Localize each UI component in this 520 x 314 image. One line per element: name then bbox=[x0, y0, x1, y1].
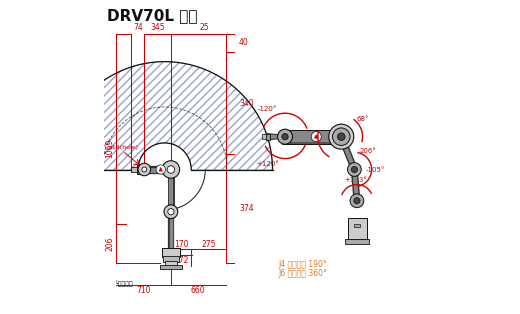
Bar bbox=[162, 248, 180, 257]
Circle shape bbox=[167, 166, 175, 173]
Text: 660: 660 bbox=[191, 286, 205, 295]
Text: 172: 172 bbox=[174, 256, 189, 265]
Text: 710: 710 bbox=[136, 286, 151, 295]
Circle shape bbox=[329, 124, 354, 149]
Polygon shape bbox=[159, 167, 163, 171]
Bar bbox=[160, 265, 182, 269]
Text: 74: 74 bbox=[133, 23, 142, 32]
Text: 40: 40 bbox=[239, 38, 249, 47]
Bar bbox=[282, 131, 344, 142]
Text: J6 旋转角度 360°: J6 旋转角度 360° bbox=[279, 269, 328, 278]
Polygon shape bbox=[314, 134, 319, 138]
Circle shape bbox=[162, 161, 179, 178]
Text: └工作区间: └工作区间 bbox=[114, 280, 134, 287]
Text: 206: 206 bbox=[106, 236, 114, 251]
Text: 1069: 1069 bbox=[106, 139, 114, 158]
Circle shape bbox=[156, 165, 165, 174]
Bar bbox=[163, 256, 179, 262]
Circle shape bbox=[311, 132, 321, 142]
Bar bbox=[262, 134, 266, 139]
Text: 68°: 68° bbox=[356, 116, 369, 122]
Polygon shape bbox=[266, 133, 282, 140]
Text: +133°: +133° bbox=[344, 177, 367, 183]
Bar bbox=[354, 224, 360, 227]
Bar bbox=[266, 133, 270, 140]
Text: 170: 170 bbox=[174, 240, 188, 249]
Bar bbox=[282, 130, 344, 143]
Circle shape bbox=[282, 133, 288, 140]
Circle shape bbox=[278, 129, 293, 144]
Text: -120°: -120° bbox=[258, 106, 278, 112]
Bar bbox=[345, 239, 369, 244]
Text: 345: 345 bbox=[150, 23, 165, 32]
Text: +120°: +120° bbox=[256, 161, 279, 167]
Text: 340: 340 bbox=[239, 99, 254, 108]
Circle shape bbox=[142, 167, 147, 172]
Text: ø14(hole): ø14(hole) bbox=[108, 145, 138, 150]
Text: 374: 374 bbox=[239, 204, 254, 213]
Bar bbox=[347, 218, 367, 239]
Text: -105°: -105° bbox=[366, 166, 385, 172]
Circle shape bbox=[138, 163, 151, 176]
Text: 206°: 206° bbox=[359, 148, 376, 154]
Bar bbox=[137, 165, 145, 174]
Circle shape bbox=[347, 163, 361, 176]
Bar bbox=[165, 261, 177, 266]
Circle shape bbox=[350, 194, 364, 208]
Circle shape bbox=[337, 133, 345, 140]
Circle shape bbox=[354, 198, 360, 204]
Text: 275: 275 bbox=[201, 240, 216, 249]
Circle shape bbox=[164, 205, 178, 219]
Text: J4 旋转角度 190°: J4 旋转角度 190° bbox=[279, 260, 328, 269]
Text: DRV70L 系列: DRV70L 系列 bbox=[107, 8, 197, 24]
Text: 25: 25 bbox=[200, 23, 210, 32]
Bar bbox=[131, 167, 137, 172]
Circle shape bbox=[352, 166, 358, 173]
Circle shape bbox=[332, 128, 350, 145]
Circle shape bbox=[168, 208, 174, 215]
